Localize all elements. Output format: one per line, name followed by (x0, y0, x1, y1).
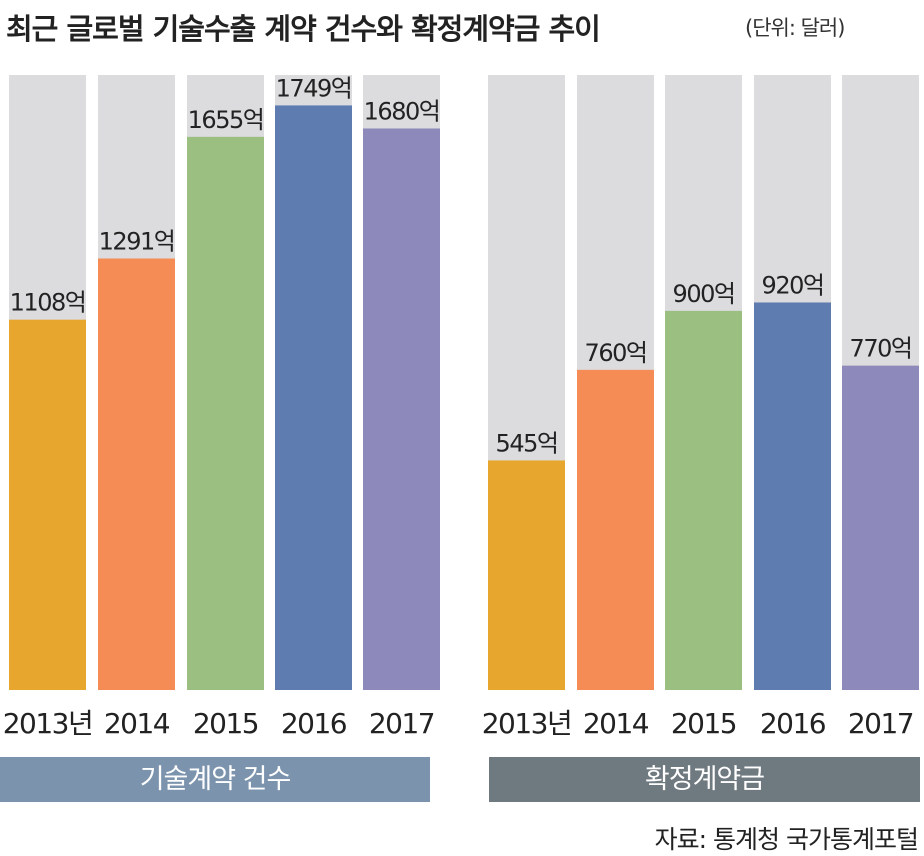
data-label: 1680억 (364, 97, 440, 125)
panel-label-contract-amount: 확정계약금 (489, 757, 920, 802)
data-label: 770억 (850, 335, 912, 363)
data-label: 1749억 (276, 74, 352, 102)
data-label: 1291억 (99, 227, 175, 255)
bar (842, 365, 919, 690)
data-label: 900억 (673, 280, 735, 308)
bar (488, 460, 565, 690)
data-label: 545억 (496, 429, 558, 457)
data-label: 1108억 (10, 289, 86, 317)
x-tick-label: 2016 (760, 707, 826, 740)
bar (98, 258, 175, 690)
chart-title: 최근 글로벌 기술수출 계약 건수와 확정계약금 추이 (6, 12, 601, 46)
data-label: 920억 (762, 271, 824, 299)
bar (754, 302, 831, 690)
data-label: 760억 (585, 339, 647, 367)
panel-label-contracts: 기술계약 건수 (0, 757, 430, 802)
bar (577, 369, 654, 690)
x-tick-label: 2017 (369, 707, 434, 740)
bar (665, 310, 742, 690)
x-tick-label: 2016 (281, 707, 347, 740)
x-tick-label: 2017 (848, 707, 913, 740)
x-tick-label: 2015 (193, 707, 258, 740)
bar-chart: 1108억 2013년 1291억 2014 1655억 2015 1749억 2016 168… (3, 74, 919, 740)
x-tick-label: 2015 (671, 707, 736, 740)
x-tick-label: 2013년 (3, 707, 93, 740)
data-label: 1655억 (188, 106, 264, 134)
x-tick-label: 2013년 (482, 707, 572, 740)
x-tick-label: 2014 (583, 707, 649, 740)
source-note: 자료: 통계청 국가통계포털 (654, 825, 919, 854)
bar (187, 136, 264, 691)
x-tick-label: 2014 (104, 707, 170, 740)
bar (363, 128, 440, 690)
bar (275, 105, 352, 690)
bar (9, 319, 86, 690)
unit-note: (단위: 달러) (745, 16, 845, 40)
